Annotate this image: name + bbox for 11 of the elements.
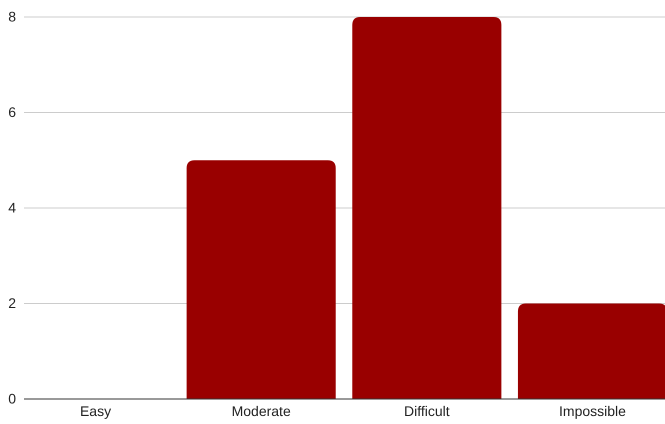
x-tick-label: Moderate [232,402,291,419]
x-tick-label: Difficult [404,402,450,419]
y-tick-label: 0 [8,390,16,406]
x-tick-label: Impossible [559,402,626,419]
y-tick-label: 8 [8,8,16,24]
bar [186,160,336,399]
y-tick-label: 6 [8,104,16,120]
y-tick-label: 2 [8,294,16,311]
bar [352,17,502,399]
y-tick-label: 4 [8,199,16,216]
x-tick-label: Easy [80,402,112,419]
